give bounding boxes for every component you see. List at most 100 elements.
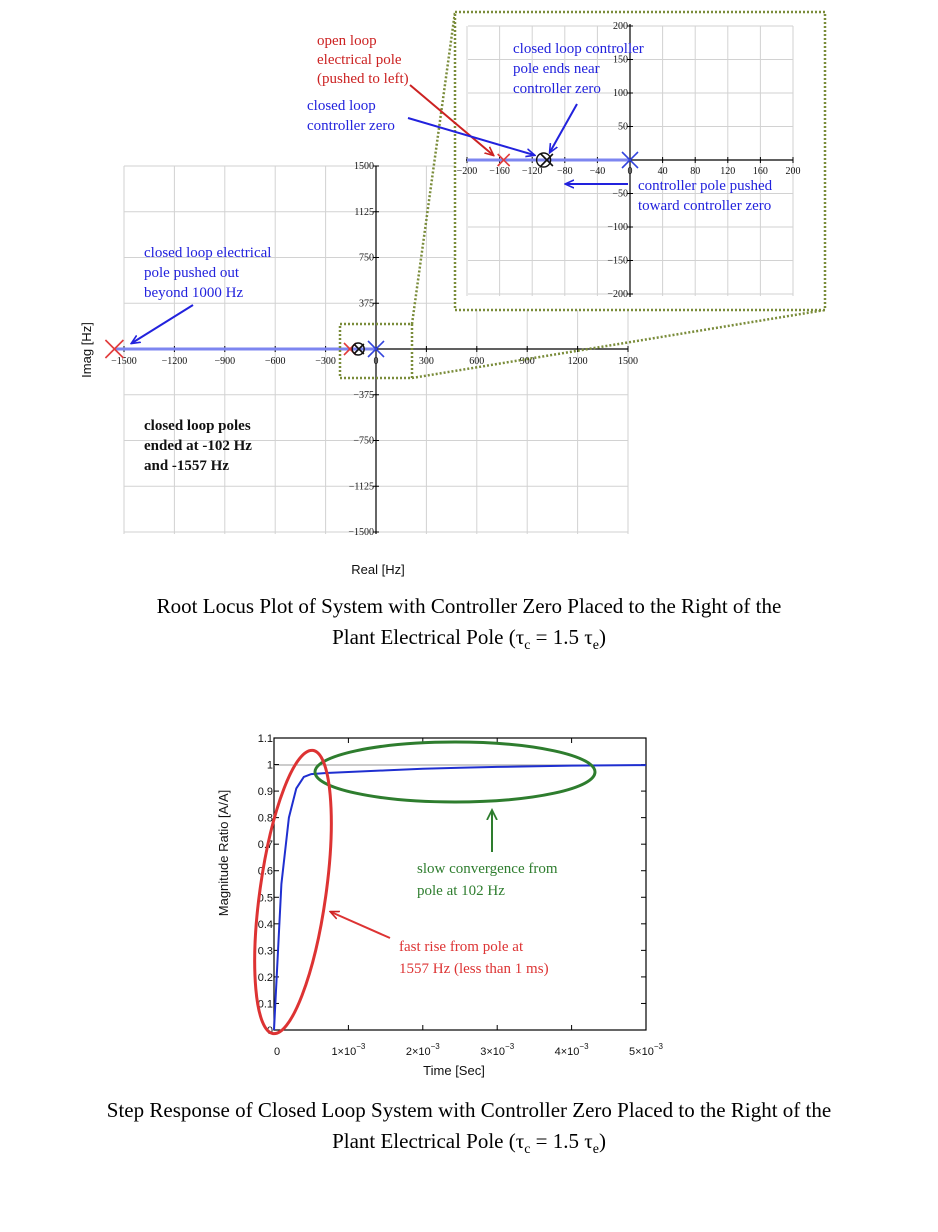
x-tick-label: 1200 [568, 356, 588, 367]
inset-x-tick-label: −80 [557, 166, 573, 177]
inset-x-tick-label: −160 [489, 166, 510, 177]
step-ticks: 00.10.20.30.40.50.60.70.80.911.10 1×10−3 2… [258, 733, 664, 1058]
svg-text:toward controller zero: toward controller zero [638, 198, 771, 214]
inset-ticks: −200 −160 −120 −80 −40 0 40 80 120 160 200 200 150 10… [457, 21, 801, 300]
x-tick-label: −900 [214, 356, 235, 367]
annotation-poles-ended: closed loop poles ended at -102 Hz and -… [144, 418, 252, 474]
annotation-controller-pole-pushed: controller pole pushed toward controller… [638, 178, 773, 214]
step-y-tick-label: 0.6 [258, 866, 273, 878]
svg-text:closed loop controller: closed loop controller [513, 41, 644, 57]
inset-y-tick-label: −100 [607, 222, 628, 233]
caption-mid: = 1.5 τ [530, 1129, 593, 1153]
annotation-cl-zero: closed loop controller zero [307, 98, 395, 134]
step-y-tick-label: 0.8 [258, 813, 273, 825]
inset-x-tick-label: 0 [628, 166, 633, 177]
svg-text:closed loop poles: closed loop poles [144, 418, 251, 434]
svg-text:closed loop electrical: closed loop electrical [144, 245, 271, 261]
inset-x-tick-label: −200 [457, 166, 478, 177]
caption-suffix: ) [598, 1129, 606, 1153]
svg-text:pole ends near: pole ends near [513, 61, 600, 77]
svg-text:beyond 1000 Hz: beyond 1000 Hz [144, 285, 243, 301]
root-locus-ticks: −1500 −1200 −900 −600 −300 0 300 600 900 1200 1500… [111, 161, 638, 538]
annotation-electrical-pole: closed loop electrical pole pushed out b… [144, 245, 271, 301]
annotation-cl-pole-ends: closed loop controller pole ends near co… [513, 41, 644, 97]
slow-convergence-ellipse [313, 740, 597, 804]
svg-text:controller zero: controller zero [513, 81, 601, 97]
step-ylabel: Magnitude Ratio [A/A] [216, 790, 231, 916]
svg-text:fast rise from pole at: fast rise from pole at [399, 939, 524, 955]
inset-y-tick-label: 100 [613, 88, 628, 99]
zoom-region-box [338, 322, 414, 380]
step-response: 00.10.20.30.40.50.60.70.80.911.10 1×10−3 2… [216, 733, 664, 1078]
step-y-tick-label: 0.9 [258, 786, 273, 798]
y-tick-label: −375 [353, 390, 374, 401]
arrow-cl-pole-ends [550, 103, 578, 152]
step-x-tick-exponent: −3 [356, 1042, 366, 1051]
y-tick-label: −1125 [349, 481, 374, 492]
svg-text:pole pushed out: pole pushed out [144, 265, 240, 281]
x-tick-label: 0 [374, 356, 379, 367]
annotation-open-loop-pole: open loop electrical pole (pushed to lef… [317, 33, 409, 87]
annotation-slow-convergence: slow convergence from pole at 102 Hz [417, 861, 558, 899]
controller-zero-marker [351, 342, 365, 356]
x-tick-label: 900 [520, 356, 535, 367]
arrow-open-loop-pole [409, 84, 493, 155]
inset-x-tick-label: 160 [753, 166, 768, 177]
svg-text:controller zero: controller zero [307, 118, 395, 134]
svg-text:pole at 102 Hz: pole at 102 Hz [417, 883, 505, 899]
x-tick-label: 300 [419, 356, 434, 367]
caption-suffix: ) [598, 625, 606, 649]
step-x-tick-label: 1×10−3 [331, 1042, 365, 1058]
svg-text:controller pole pushed: controller pole pushed [638, 178, 773, 194]
svg-text:electrical pole: electrical pole [317, 52, 402, 68]
svg-text:closed loop: closed loop [307, 98, 376, 114]
caption-sub-e: e [592, 1142, 599, 1158]
inset-y-tick-label: −150 [607, 256, 628, 267]
step-y-tick-label: 0.2 [258, 972, 273, 984]
inset-x-tick-label: 80 [690, 166, 700, 177]
step-y-tick-label: 1 [267, 760, 273, 772]
svg-text:ended at -102 Hz: ended at -102 Hz [144, 438, 252, 454]
y-tick-label: −1500 [348, 527, 374, 538]
step-y-tick-label: 0.5 [258, 892, 273, 904]
step-x-tick-label: 4×10−3 [555, 1042, 589, 1058]
step-y-tick-label: 0.3 [258, 945, 273, 957]
y-tick-label: −750 [353, 436, 374, 447]
fast-rise-ellipse [253, 748, 333, 1036]
open-loop-controller-pole [367, 340, 385, 358]
root-locus-caption-line2: Plant Electrical Pole (τc = 1.5 τe) [0, 622, 938, 661]
step-y-tick-label: 0.4 [258, 919, 273, 931]
inset-x-tick-label: −120 [522, 166, 543, 177]
caption-prefix: Plant Electrical Pole (τ [332, 625, 525, 649]
x-tick-label: 1500 [618, 356, 638, 367]
caption-sub-c: c [524, 638, 531, 654]
inset-y-tick-label: 50 [618, 122, 628, 133]
closed-loop-pole-1557 [104, 339, 124, 359]
step-response-line [273, 764, 647, 1031]
step-xlabel: Time [Sec] [423, 1063, 485, 1078]
root-locus-branches [104, 339, 385, 359]
caption-prefix: Plant Electrical Pole (τ [332, 1129, 525, 1153]
y-tick-label: 375 [359, 298, 374, 309]
caption-sub-c: c [524, 1142, 531, 1158]
root-locus-caption: Root Locus Plot of System with Controlle… [0, 591, 938, 661]
inset-y-tick-label: 200 [613, 21, 628, 32]
inset-open-loop-controller-pole [621, 151, 639, 169]
inset-y-tick-label: −50 [612, 189, 628, 200]
inset-x-tick-label: 200 [786, 166, 801, 177]
x-tick-label: −600 [265, 356, 286, 367]
step-x-tick-exponent: −3 [431, 1042, 441, 1051]
inset-open-loop-electrical-pole [497, 153, 511, 167]
inset-y-tick-label: −200 [607, 289, 628, 300]
x-tick-label: −1500 [111, 356, 137, 367]
step-x-tick-label: 0 [274, 1046, 280, 1058]
root-locus-ylabel: Imag [Hz] [79, 322, 94, 378]
root-locus-xlabel: Real [Hz] [351, 562, 404, 577]
step-x-tick-exponent: −3 [505, 1042, 515, 1051]
step-y-tick-label: 0.1 [258, 998, 273, 1010]
step-y-tick-label: 1.1 [258, 733, 273, 745]
y-tick-label: 1125 [354, 207, 374, 218]
step-response-caption: Step Response of Closed Loop System with… [0, 1095, 938, 1165]
y-tick-label: 750 [359, 253, 374, 264]
